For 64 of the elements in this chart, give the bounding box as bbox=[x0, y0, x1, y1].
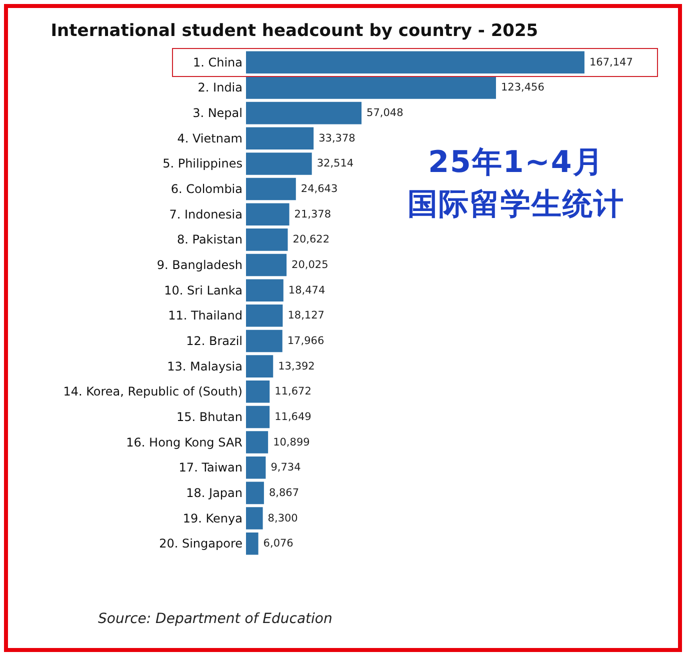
bar bbox=[246, 406, 270, 428]
bar bbox=[246, 355, 274, 378]
annotation: 25年1~4月 bbox=[427, 144, 605, 182]
chart-title: International student headcount by country - 2025 bbox=[50, 21, 538, 41]
bar bbox=[246, 456, 266, 479]
bar bbox=[246, 76, 496, 99]
y-tick-label: 12. Brazil bbox=[186, 334, 242, 348]
data-label: 18,474 bbox=[288, 284, 326, 296]
data-label: 20,025 bbox=[292, 259, 328, 272]
data-label: 11,672 bbox=[274, 386, 312, 398]
data-label: 13,392 bbox=[278, 360, 315, 372]
annotation: 国际留学生统计 bbox=[406, 186, 626, 224]
bar bbox=[246, 152, 312, 175]
data-label: 9,734 bbox=[270, 462, 302, 474]
data-label: 6,076 bbox=[263, 538, 294, 550]
bar bbox=[246, 431, 268, 454]
y-tick-label: 14. Korea, Republic of (South) bbox=[63, 384, 242, 399]
bar bbox=[246, 254, 287, 276]
bar bbox=[246, 507, 263, 530]
data-label: 10,899 bbox=[273, 436, 310, 448]
y-tick-label: 1. China bbox=[192, 55, 242, 70]
y-tick-label: 5. Philippines bbox=[162, 156, 242, 171]
data-label: 57,048 bbox=[366, 107, 404, 120]
y-tick-label: 20. Singapore bbox=[159, 536, 242, 551]
bar bbox=[246, 482, 264, 504]
y-tick-label: 18. Japan bbox=[186, 486, 242, 500]
bar bbox=[246, 380, 270, 403]
y-tick-label: 11. Thailand bbox=[168, 308, 242, 323]
y-tick-label: 8. Pakistan bbox=[176, 232, 242, 247]
y-tick-label: 7. Indonesia bbox=[169, 207, 242, 222]
y-tick-label: 10. Sri Lanka bbox=[164, 283, 242, 298]
y-tick-label: 6. Colombia bbox=[170, 182, 242, 196]
bar bbox=[246, 127, 314, 150]
data-label: 21,378 bbox=[294, 208, 332, 220]
data-label: 8,300 bbox=[268, 512, 298, 524]
data-label: 18,127 bbox=[288, 310, 324, 322]
bar bbox=[246, 532, 258, 555]
data-label: 123,456 bbox=[500, 82, 545, 94]
data-label: 11,649 bbox=[274, 410, 312, 423]
y-tick-label: 19. Kenya bbox=[182, 511, 242, 526]
y-tick-label: 15. Bhutan bbox=[176, 410, 242, 424]
data-label: 20,622 bbox=[292, 234, 330, 246]
bar bbox=[246, 330, 282, 352]
bar bbox=[246, 102, 362, 124]
y-tick-label: 9. Bangladesh bbox=[156, 258, 242, 272]
bar bbox=[246, 178, 296, 200]
bar bbox=[246, 279, 284, 302]
data-label: 167,147 bbox=[589, 56, 633, 68]
data-label: 32,514 bbox=[316, 158, 354, 170]
y-tick-label: 2. India bbox=[198, 80, 242, 95]
source-note: Source: Department of Education bbox=[98, 611, 332, 627]
y-tick-label: 13. Malaysia bbox=[167, 359, 242, 374]
bar bbox=[246, 203, 290, 226]
data-label: 33,378 bbox=[318, 132, 356, 144]
bar bbox=[246, 228, 288, 251]
bar bbox=[246, 51, 584, 74]
data-label: 8,867 bbox=[268, 486, 300, 499]
bar bbox=[246, 304, 283, 327]
data-label: 24,643 bbox=[300, 183, 338, 196]
y-tick-label: 16. Hong Kong SAR bbox=[126, 435, 242, 450]
data-label: 17,966 bbox=[287, 334, 324, 347]
y-tick-label: 17. Taiwan bbox=[178, 460, 242, 475]
y-tick-label: 3. Nepal bbox=[192, 106, 242, 120]
y-tick-label: 4. Vietnam bbox=[177, 131, 242, 146]
